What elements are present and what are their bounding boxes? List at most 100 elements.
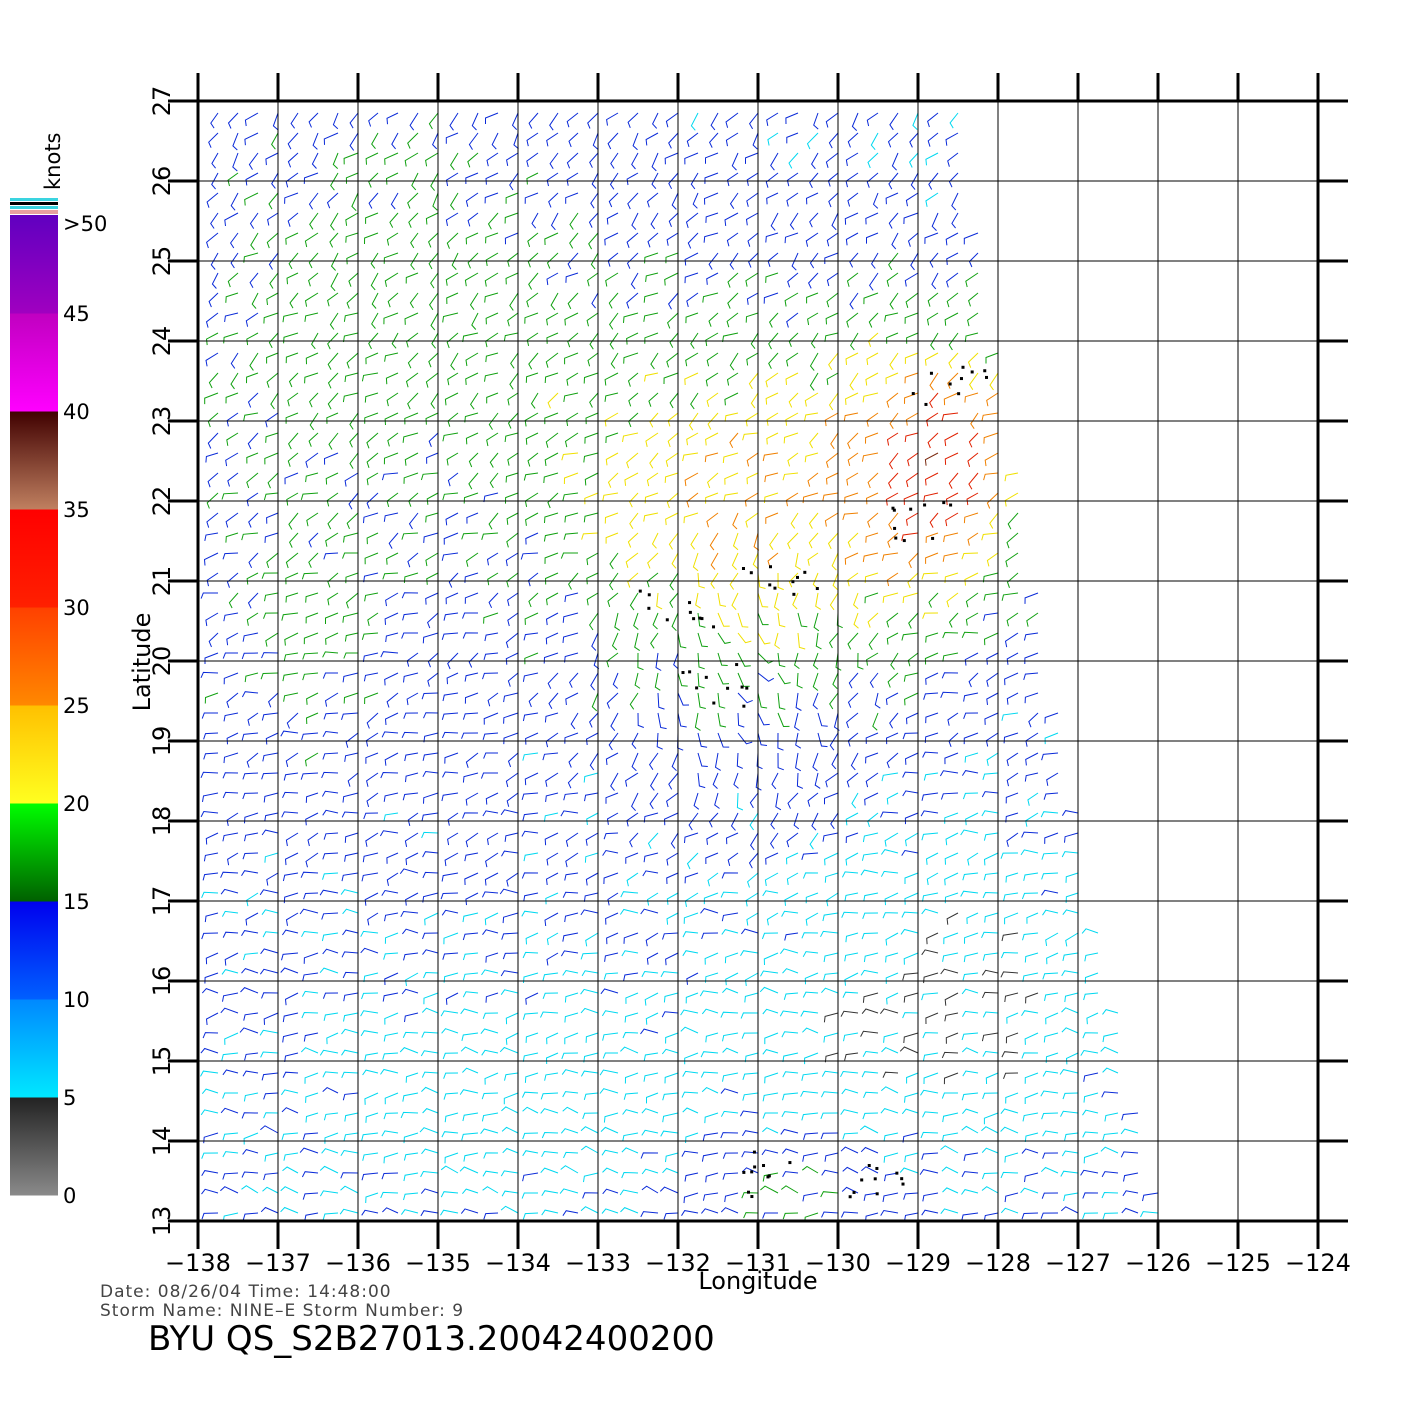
- wind-barb: [867, 812, 879, 828]
- wind-barb: [440, 1209, 459, 1216]
- wind-barb: [302, 652, 319, 660]
- wind-barb: [303, 632, 319, 645]
- wind-barb: [849, 372, 859, 391]
- wind-barb: [604, 392, 619, 402]
- wind-barb: [764, 472, 779, 483]
- wind-barb: [342, 908, 359, 915]
- wind-barb: [907, 232, 919, 247]
- wind-barb: [722, 1032, 739, 1042]
- wind-barb: [682, 1107, 699, 1114]
- wind-barb: [842, 1132, 859, 1140]
- wind-barb: [205, 1012, 219, 1026]
- wind-barb: [528, 272, 539, 290]
- wind-barb: [341, 712, 359, 720]
- wind-barb: [228, 592, 239, 609]
- wind-barb: [944, 812, 959, 824]
- wind-barb: [720, 1132, 739, 1139]
- wind-barb: [360, 947, 379, 954]
- wind-barb: [732, 532, 739, 551]
- wind-barb: [885, 932, 899, 946]
- wind-barb: [732, 512, 739, 530]
- wind-barb: [697, 572, 705, 589]
- wind-barb: [889, 292, 899, 310]
- wind-barb: [322, 730, 339, 738]
- wind-barb: [326, 492, 339, 507]
- wind-barb: [865, 492, 879, 505]
- wind-barb: [222, 1132, 239, 1141]
- wind-barb: [383, 952, 399, 960]
- wind-barb: [405, 1072, 419, 1083]
- y-axis-title: Latitude: [128, 613, 156, 712]
- wind-barb: [282, 1166, 299, 1174]
- wind-barb: [198, 1192, 199, 1193]
- wind-barb: [526, 152, 539, 168]
- wind-barb: [923, 772, 939, 781]
- wind-barb: [1060, 1170, 1079, 1177]
- wind-barb: [704, 452, 719, 463]
- wind-barb: [283, 692, 299, 702]
- wind-barb: [625, 852, 639, 864]
- wind-barb: [626, 292, 639, 309]
- wind-barb: [443, 532, 459, 545]
- wind-barb: [643, 1052, 659, 1061]
- wind-barb: [817, 712, 828, 727]
- wind-barb: [263, 1012, 279, 1025]
- wind-barb: [569, 672, 579, 688]
- wind-barb: [1042, 1130, 1059, 1137]
- wind-barb: [610, 772, 619, 791]
- wind-barb: [280, 730, 299, 737]
- wind-barb: [887, 532, 899, 548]
- wind-barb: [222, 992, 239, 1002]
- wind-barb: [702, 1192, 719, 1201]
- wind-barb: [323, 132, 339, 145]
- wind-barb: [428, 352, 439, 368]
- wind-barb: [922, 892, 939, 902]
- wind-barb: [983, 612, 999, 621]
- wind-barb: [281, 1132, 299, 1141]
- wind-barb: [386, 492, 399, 508]
- wind-barb: [717, 712, 727, 728]
- lat-tick-label: 25: [148, 246, 176, 277]
- wind-barb: [685, 212, 699, 229]
- wind-barb: [634, 672, 641, 689]
- wind-barb: [506, 572, 519, 588]
- wind-barb: [780, 1185, 799, 1194]
- wind-barb: [640, 908, 659, 915]
- wind-barb: [506, 532, 519, 548]
- wind-barb: [332, 152, 339, 169]
- rain-flag-dot: [875, 1192, 879, 1196]
- wind-barb: [425, 372, 439, 388]
- wind-barb: [859, 1125, 879, 1134]
- wind-barb: [786, 832, 799, 848]
- wind-barb: [266, 872, 279, 886]
- wind-barb: [602, 1032, 619, 1041]
- wind-barb: [522, 1132, 539, 1140]
- wind-barb: [550, 292, 559, 311]
- wind-barb: [502, 912, 519, 924]
- wind-barb: [471, 112, 479, 131]
- wind-barb: [626, 812, 639, 827]
- wind-barb: [832, 672, 839, 689]
- lon-tick-label: −129: [885, 1249, 951, 1277]
- wind-barb: [883, 1032, 899, 1043]
- wind-barb: [403, 672, 419, 683]
- wind-barb: [226, 632, 239, 646]
- lat-tick-label: 26: [148, 166, 176, 197]
- wind-barb: [1045, 932, 1059, 946]
- wind-barb: [585, 932, 599, 947]
- wind-barb: [522, 812, 539, 821]
- wind-barb: [842, 1166, 859, 1174]
- wind-barb: [757, 572, 766, 589]
- wind-barb: [861, 932, 879, 940]
- wind-barb: [840, 1211, 859, 1218]
- wind-barb: [580, 909, 599, 916]
- wind-barb: [625, 992, 639, 1004]
- wind-barb: [226, 572, 239, 588]
- wind-barb: [323, 452, 339, 465]
- wind-barb: [645, 932, 659, 947]
- wind-barb: [522, 1212, 539, 1220]
- wind-barb: [812, 692, 819, 710]
- wind-barb: [582, 1192, 599, 1199]
- wind-barb: [736, 752, 743, 769]
- wind-barb: [820, 1091, 839, 1098]
